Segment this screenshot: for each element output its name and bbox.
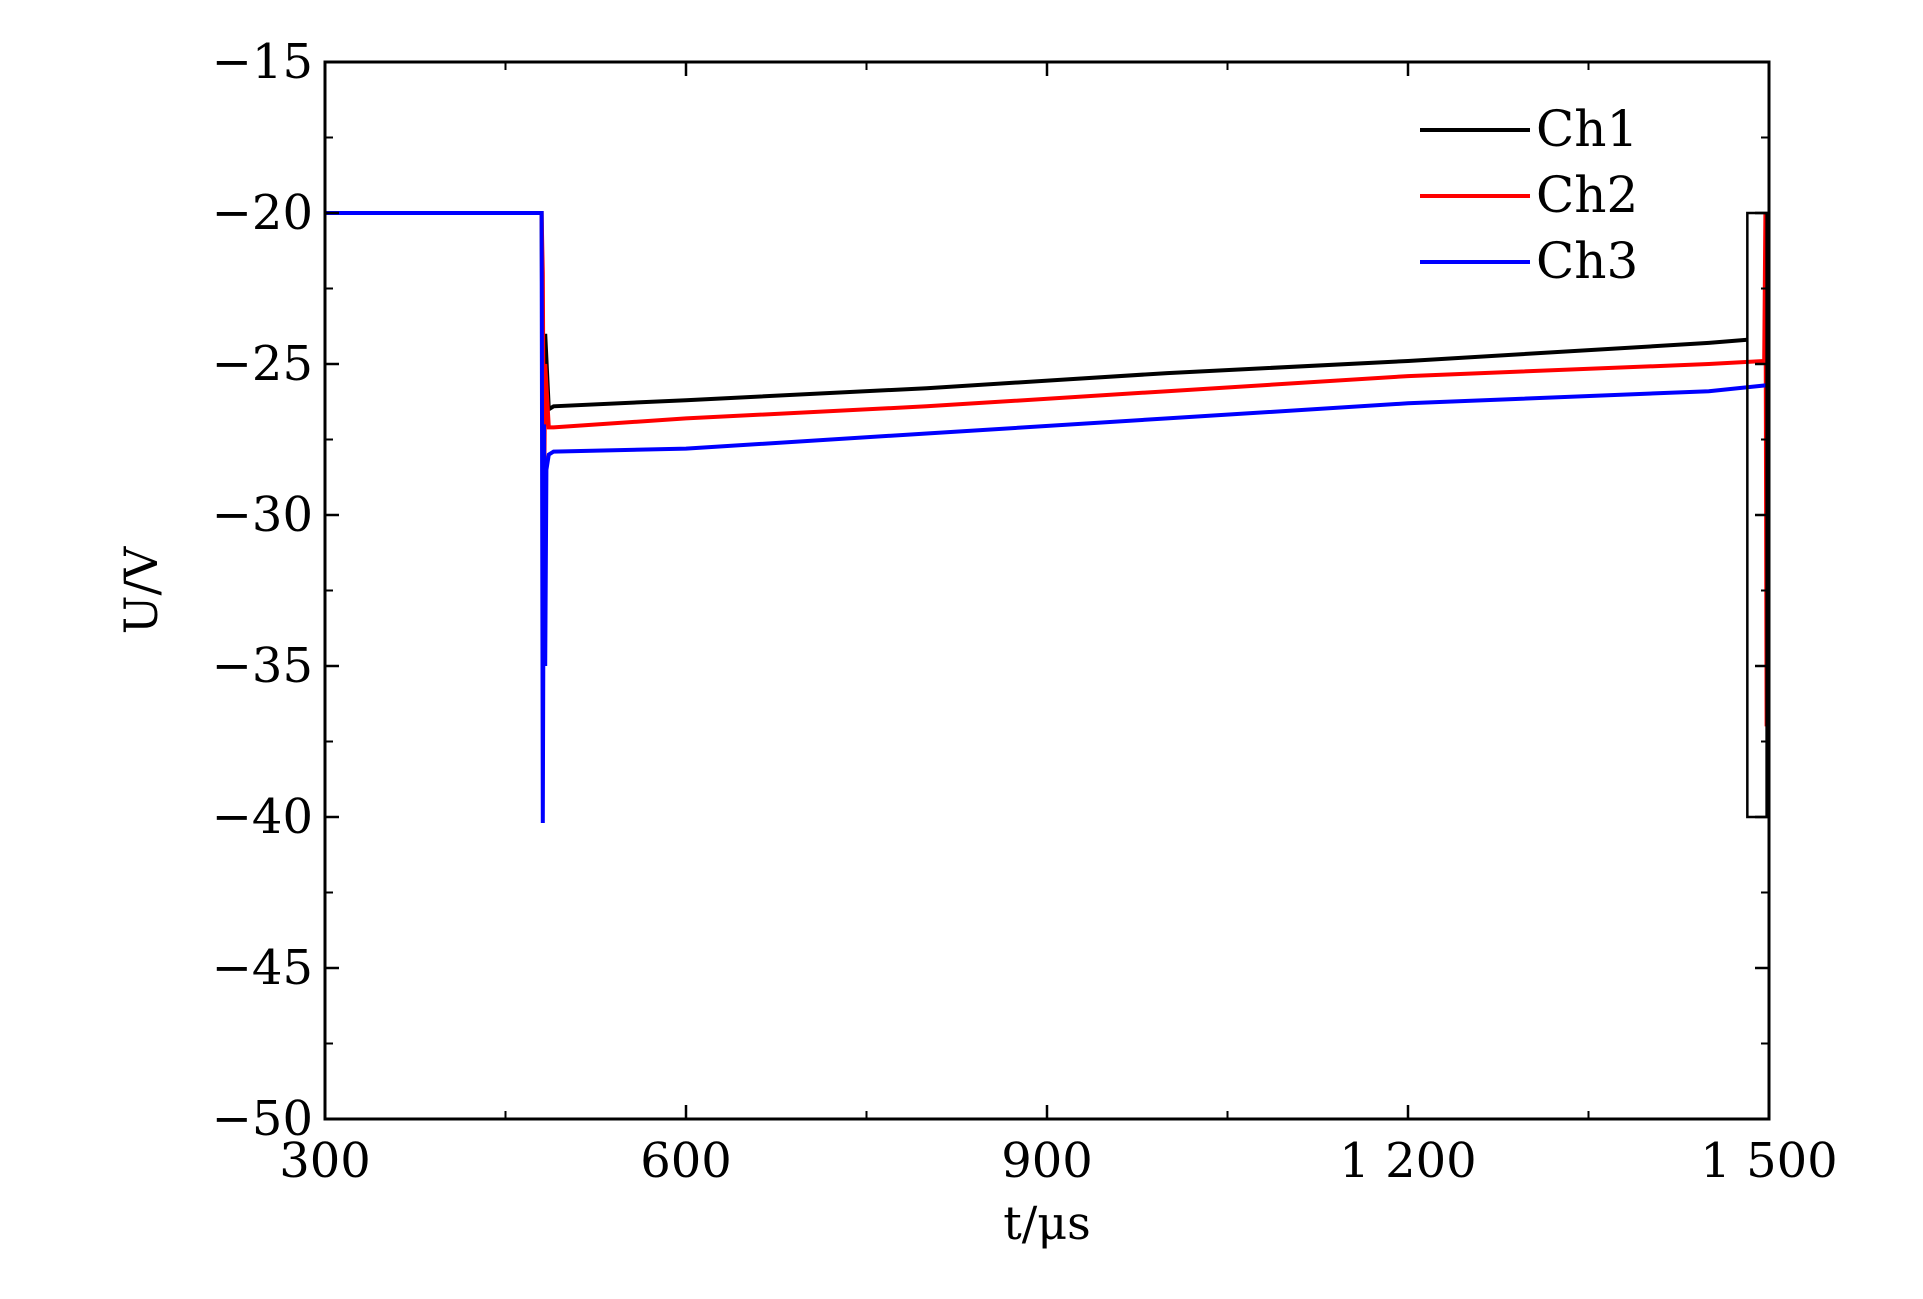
y-tick-label-1: −20 <box>212 185 313 241</box>
tick-marks <box>323 60 1771 1121</box>
y-tick-label-7: −50 <box>212 1091 313 1147</box>
x-tick-labels: 300 600 900 1 200 1 500 <box>279 1133 1838 1189</box>
y-tick-label-5: −40 <box>212 789 313 845</box>
x-axis-label: t/μs <box>1003 1196 1091 1250</box>
legend-label-ch1: Ch1 <box>1536 100 1638 158</box>
legend: Ch1 Ch2 Ch3 <box>1420 100 1638 290</box>
x-tick-label-2: 900 <box>1001 1133 1093 1189</box>
y-tick-label-6: −45 <box>212 940 313 996</box>
series-line-ch1 <box>325 211 1748 425</box>
y-tick-label-0: −15 <box>212 34 313 90</box>
y-tick-labels: −15 −20 −25 −30 −35 −40 −45 −50 <box>212 34 313 1147</box>
x-tick-label-4: 1 500 <box>1700 1133 1837 1189</box>
y-tick-label-4: −35 <box>212 638 313 694</box>
y-axis-label: U/V <box>114 546 168 634</box>
legend-label-ch2: Ch2 <box>1536 166 1638 224</box>
series-group <box>325 211 1770 824</box>
x-tick-label-3: 1 200 <box>1339 1133 1476 1189</box>
x-tick-label-1: 600 <box>640 1133 732 1189</box>
y-tick-label-2: −25 <box>212 336 313 392</box>
y-tick-label-3: −30 <box>212 487 313 543</box>
x-tick-label-0: 300 <box>279 1133 371 1189</box>
series-line-ch3 <box>325 211 1769 824</box>
legend-label-ch3: Ch3 <box>1536 232 1638 290</box>
